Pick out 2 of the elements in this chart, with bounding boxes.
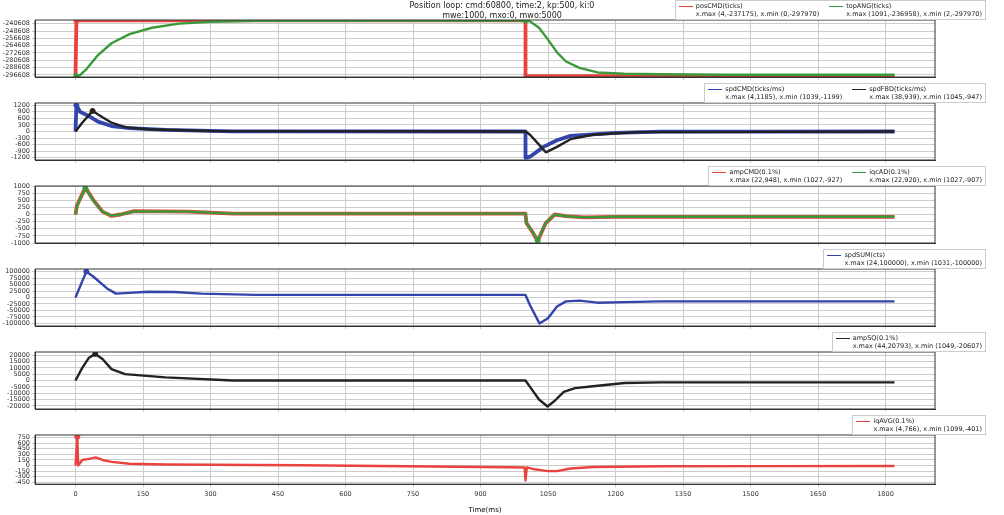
- chart-subtitle: mwe:1000, mxo:0, mwo:5000: [442, 11, 562, 20]
- chart-title: Position loop: cmd:60800, time:2, kp:500, ki:0: [409, 1, 595, 10]
